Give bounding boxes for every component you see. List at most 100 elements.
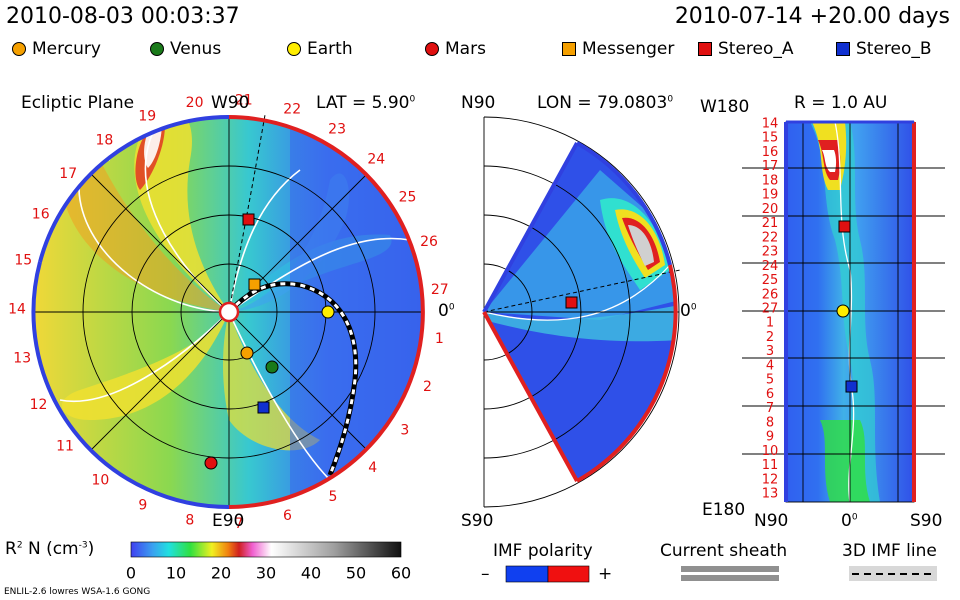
radius-y-tick: 13 <box>762 487 779 502</box>
radius-x-left: N90 <box>754 511 789 531</box>
earth-marker-icon <box>287 42 301 56</box>
legend-label: Venus <box>170 39 222 59</box>
carrington-label: 2 <box>423 379 432 395</box>
mars-marker-icon <box>425 42 439 56</box>
carrington-label: 27 <box>431 282 449 298</box>
radius-y-tick: 20 <box>762 202 779 217</box>
mercury-marker-icon <box>12 42 26 56</box>
radius-y-tick: 11 <box>762 458 779 473</box>
meridional-zero-degree: 0 <box>690 302 697 313</box>
venus-marker-icon <box>150 42 164 56</box>
meridional-density <box>484 170 675 342</box>
colorbar-tick: 20 <box>211 564 231 583</box>
stereo-a-ecliptic-marker <box>242 213 255 226</box>
mars-ecliptic-marker <box>204 456 218 470</box>
lon-label: LON = 79.08030 <box>537 95 673 112</box>
legend-earth: Earth <box>287 39 353 59</box>
radius-y-tick: 17 <box>762 159 779 174</box>
radius-y-tick: 18 <box>762 173 779 188</box>
carrington-label: 11 <box>56 438 74 454</box>
ecliptic-title: Ecliptic Plane <box>21 93 135 113</box>
colorbar-tick: 10 <box>166 564 186 583</box>
legend-venus: Venus <box>150 39 221 59</box>
earth-radius-marker <box>836 304 850 318</box>
radius-y-ticks: 1415161718192021222324252627123456789101… <box>762 117 779 502</box>
legend-label: Mars <box>445 39 486 59</box>
radius-y-tick: 22 <box>762 230 779 245</box>
mercury-ecliptic-marker <box>240 346 254 360</box>
radius-y-tick: 19 <box>762 188 779 203</box>
radius-y-tick: 26 <box>762 287 779 302</box>
radius-x-mid-value: 0 <box>841 511 852 531</box>
radius-y-tick: 25 <box>762 273 779 288</box>
lon-value: LON = 79.0803 <box>537 93 668 113</box>
radius-y-tick: 4 <box>766 358 774 373</box>
colorbar-tick: 50 <box>346 564 366 583</box>
imf-plus: + <box>598 564 613 584</box>
current-sheath-swatch <box>681 566 779 572</box>
radius-top-left: W180 <box>700 97 750 117</box>
radius-y-tick: 24 <box>762 259 779 274</box>
radius-y-tick: 21 <box>762 216 779 231</box>
lat-label: LAT = 5.900 <box>316 95 415 112</box>
imf-polarity-label: IMF polarity <box>493 541 593 561</box>
imf-line-label: 3D IMF line <box>842 541 937 561</box>
carrington-label: 26 <box>420 234 438 250</box>
legend-stereo-a: Stereo_A <box>698 39 794 59</box>
ecliptic-zero: 0 <box>438 301 449 321</box>
colorbar <box>130 541 402 558</box>
lat-value: LAT = 5.90 <box>316 93 410 113</box>
radius-y-tick: 10 <box>762 444 779 459</box>
colorbar-tick: 60 <box>391 564 411 583</box>
carrington-label: 16 <box>32 207 50 223</box>
radius-y-tick: 12 <box>762 472 779 487</box>
stereo-b-radius-marker <box>845 380 858 393</box>
legend-label: Stereo_A <box>718 39 794 59</box>
radius-y-tick: 7 <box>766 401 774 416</box>
meridional-zero: 0 <box>680 301 691 321</box>
stereo-a-marker-icon <box>698 42 712 56</box>
radius-y-tick: 15 <box>762 131 779 146</box>
carrington-label: 20 <box>186 95 204 111</box>
imf-negative-swatch <box>505 565 549 583</box>
meridional-panel <box>482 116 681 508</box>
radius-y-tick: 6 <box>766 387 774 402</box>
radius-bottom-left: E180 <box>702 500 746 520</box>
current-time: 2010-08-03 00:03:37 <box>6 4 240 29</box>
legend-label: Earth <box>307 39 353 59</box>
legend-messenger: Messenger <box>562 39 674 59</box>
colorbar-ticks: 0 10 20 30 40 50 60 <box>126 564 411 583</box>
radius-y-tick: 27 <box>762 302 779 317</box>
stereo-a-radius-marker <box>838 220 851 233</box>
carrington-label: 6 <box>283 508 292 524</box>
meridional-right-label: 00 <box>680 303 697 320</box>
carrington-label: 19 <box>138 108 156 124</box>
radius-y-tick: 2 <box>766 330 774 345</box>
radius-x-mid-degree: 0 <box>851 512 858 523</box>
legend-mars: Mars <box>425 39 486 59</box>
current-sheath-line <box>834 121 855 503</box>
radius-y-tick: 8 <box>766 415 774 430</box>
meridional-imf-line <box>483 269 681 313</box>
meridional-top-label: N90 <box>461 93 496 113</box>
ecliptic-right-label: 00 <box>438 303 455 320</box>
imf-minus: – <box>481 564 490 584</box>
ecliptic-zero-degree: 0 <box>448 302 455 313</box>
carrington-label: 25 <box>399 190 417 206</box>
carrington-label: 9 <box>138 498 147 514</box>
messenger-marker-icon <box>562 42 576 56</box>
legend-stereo-b: Stereo_B <box>836 39 932 59</box>
carrington-label: 13 <box>13 351 31 367</box>
carrington-label: 12 <box>30 397 48 413</box>
radius-x-right: S90 <box>910 511 943 531</box>
carrington-label: 14 <box>8 302 26 318</box>
messenger-ecliptic-marker <box>248 278 261 291</box>
radius-y-tick: 9 <box>766 430 774 445</box>
colorbar-label-close: ) <box>87 539 95 559</box>
radius-y-tick: 14 <box>762 117 779 132</box>
meridional-field-line <box>483 264 671 321</box>
ecliptic-top-label: W90 <box>211 93 250 113</box>
